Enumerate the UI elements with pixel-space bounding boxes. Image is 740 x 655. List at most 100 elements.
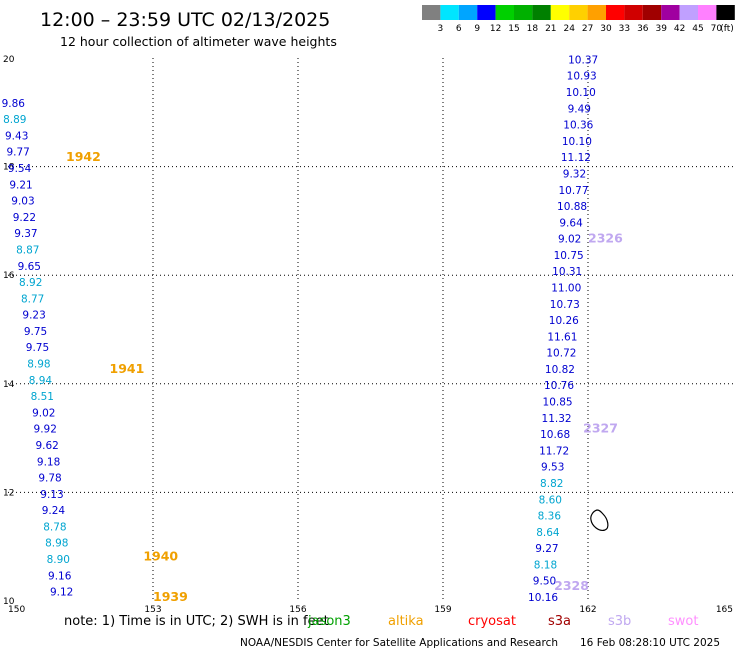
wave-height-label: 9.65: [18, 261, 41, 273]
wave-height-label: 9.16: [48, 570, 72, 582]
wave-height-label: 10.88: [557, 201, 587, 213]
wave-height-label: 9.32: [563, 168, 586, 180]
wave-height-label: 9.50: [533, 576, 556, 588]
color-swatch: [606, 5, 625, 20]
color-scale-label: 18: [527, 24, 539, 34]
wave-height-label: 10.73: [550, 299, 580, 311]
satellite-altika-label: altika: [388, 614, 424, 629]
wave-height-label: 8.94: [29, 375, 53, 387]
wave-height-label: 10.31: [552, 266, 582, 278]
x-tick-label: 165: [716, 605, 733, 615]
wave-height-label: 9.75: [26, 342, 49, 354]
wave-height-label: 8.18: [534, 559, 557, 571]
wave-height-label: 9.54: [8, 163, 32, 175]
wave-height-label: 8.90: [47, 554, 70, 566]
color-swatch: [532, 5, 551, 20]
wave-height-label: 11.61: [547, 331, 577, 343]
wave-height-label: 9.13: [40, 489, 63, 501]
color-scale-label: 36: [637, 24, 649, 34]
wave-height-label: 10.10: [566, 87, 596, 99]
x-tick-label: 159: [434, 605, 451, 615]
footer-note: note: 1) Time is in UTC; 2) SWH is in fe…: [64, 614, 329, 629]
x-tick-label: 156: [289, 605, 306, 615]
color-scale-label: 6: [456, 24, 462, 34]
y-tick-label: 20: [3, 55, 15, 65]
wave-height-label: 8.98: [27, 359, 50, 371]
wave-height-label: 9.18: [37, 456, 60, 468]
wave-height-label: 11.72: [539, 445, 569, 457]
wave-height-label: 9.24: [42, 505, 66, 517]
wave-height-label: 9.49: [568, 103, 591, 115]
wave-height-label: 9.43: [5, 130, 28, 142]
island-outline: [590, 509, 609, 531]
y-tick-label: 16: [3, 271, 15, 281]
map-grid: [8, 58, 733, 601]
wave-height-label: 9.37: [14, 228, 37, 240]
satellite-cryosat-label: cryosat: [468, 614, 516, 629]
color-swatch: [422, 5, 441, 20]
track-number-label: 1939: [153, 589, 188, 604]
wave-height-label: 8.92: [19, 277, 42, 289]
color-swatch: [716, 5, 735, 20]
color-scale-label: 70: [711, 24, 723, 34]
color-scale-label: 24: [563, 24, 575, 34]
chart-title: 12:00 – 23:59 UTC 02/13/2025: [40, 9, 330, 31]
x-tick-label: 153: [144, 605, 161, 615]
color-scale-label: 9: [474, 24, 480, 34]
color-swatch: [624, 5, 643, 20]
y-tick-label: 14: [3, 380, 15, 390]
wave-height-label: 8.78: [43, 521, 66, 533]
color-swatch: [458, 5, 478, 20]
track-number-label: 1942: [66, 149, 101, 164]
color-swatch: [661, 5, 680, 20]
wave-height-label: 10.16: [528, 592, 558, 604]
satellite-swot-label: swot: [668, 614, 698, 629]
track-number-label: 1940: [143, 548, 178, 563]
color-swatch: [679, 5, 698, 20]
wave-height-label: 8.89: [3, 114, 26, 126]
wave-height-label: 8.64: [536, 527, 560, 539]
color-swatch: [642, 5, 662, 20]
satellite-s3b-label: s3b: [608, 614, 631, 629]
x-tick-label: 150: [8, 605, 25, 615]
color-scale-label: 21: [545, 24, 556, 34]
wave-height-label: 8.98: [45, 538, 68, 550]
wave-height-label: 10.26: [549, 315, 579, 327]
satellite-legend: jason3 altika cryosat s3a s3b swot: [307, 614, 698, 629]
axis-tick-labels: 150 153 156 159 162 165 10 12 14 16 18 20: [3, 55, 733, 615]
color-swatch: [569, 5, 588, 20]
y-tick-label: 10: [3, 597, 15, 607]
color-scale-label: 15: [508, 24, 519, 34]
color-scale-legend: 3 6 9 12 15 18 21 24 27 30 33 36 39 42 45 70(ft): [422, 5, 735, 34]
wave-height-label: 9.27: [535, 543, 558, 555]
color-scale-label: 45: [692, 24, 703, 34]
wave-height-label: 9.75: [24, 326, 47, 338]
y-tick-label: 12: [3, 488, 14, 498]
wave-height-label: 11.12: [561, 152, 591, 164]
wave-height-label: 10.72: [546, 348, 576, 360]
color-scale-label: 30: [600, 24, 612, 34]
wave-height-label: 10.82: [545, 364, 575, 376]
footer-timestamp: 16 Feb 08:28:10 UTC 2025: [580, 637, 720, 649]
track-number-label: 2327: [583, 421, 618, 436]
wave-height-label: 9.77: [6, 147, 29, 159]
footer-credit: NOAA/NESDIS Center for Satellite Applica…: [240, 637, 558, 649]
wave-height-label: 9.03: [11, 196, 34, 208]
color-scale-unit: (ft): [720, 24, 734, 34]
chart-subtitle: 12 hour collection of altimeter wave hei…: [60, 34, 337, 49]
wave-height-label: 10.68: [540, 429, 570, 441]
wave-height-label: 10.76: [544, 380, 574, 392]
wave-height-label: 11.32: [542, 413, 572, 425]
color-scale-label: 3: [438, 24, 444, 34]
track-number-label: 2328: [554, 578, 589, 593]
wave-height-label: 9.02: [558, 234, 581, 246]
wave-height-label: 9.21: [9, 179, 32, 191]
wave-height-label: 8.36: [538, 511, 562, 523]
color-swatch: [440, 5, 459, 20]
wave-height-label: 10.37: [568, 54, 598, 66]
wave-height-label: 8.77: [21, 293, 44, 305]
wave-height-label: 9.78: [38, 473, 61, 485]
color-scale-label: 27: [582, 24, 593, 34]
color-scale-label: 12: [490, 24, 501, 34]
